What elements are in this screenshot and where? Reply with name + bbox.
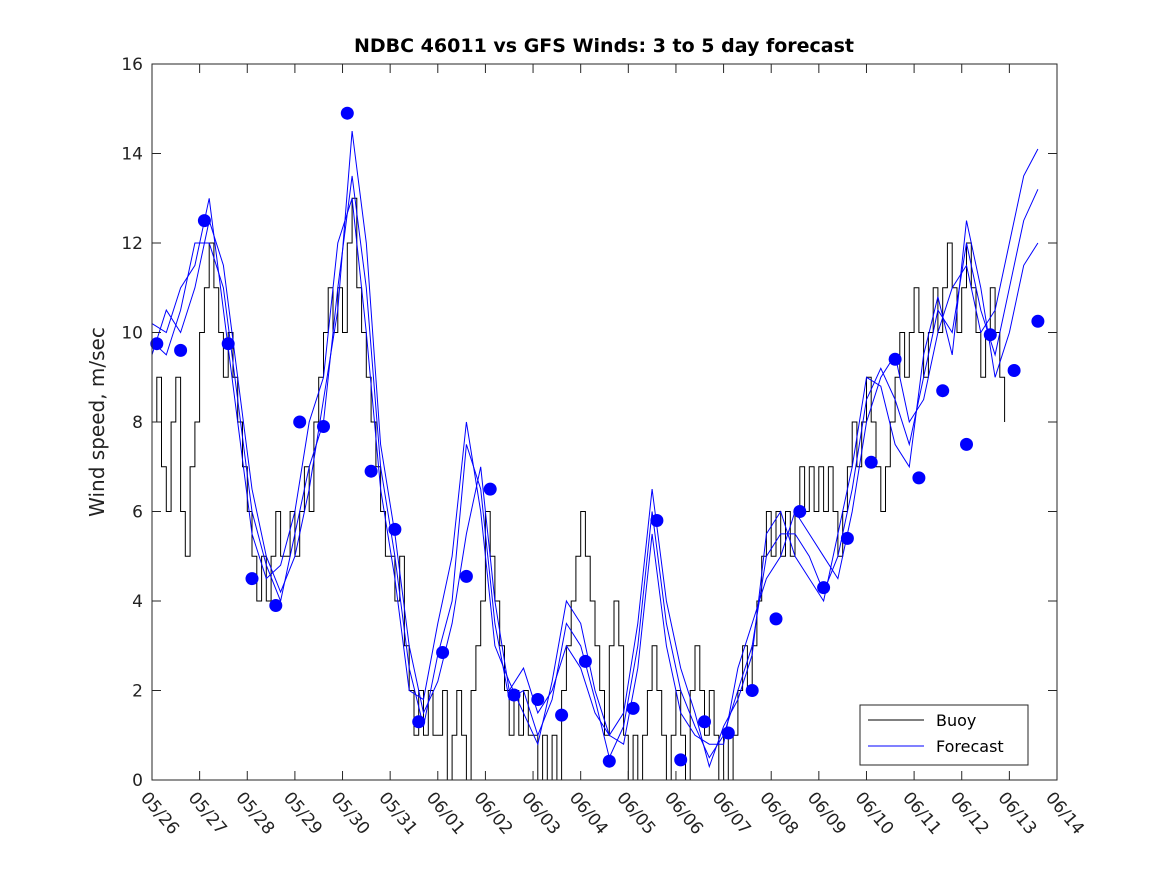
forecast-marker xyxy=(174,343,188,357)
forecast-marker xyxy=(912,471,926,485)
legend-forecast-label: Forecast xyxy=(936,737,1004,756)
forecast-marker xyxy=(936,384,950,398)
y-tick-label: 2 xyxy=(132,682,143,702)
legend: Buoy Forecast xyxy=(859,704,1029,766)
legend-buoy-label: Buoy xyxy=(936,711,976,730)
forecast-marker xyxy=(840,531,854,545)
y-tick-label: 14 xyxy=(121,145,143,165)
y-tick-label: 6 xyxy=(132,503,143,523)
forecast-marker xyxy=(960,437,973,451)
forecast-marker xyxy=(721,726,735,740)
forecast-marker xyxy=(269,599,283,612)
forecast-marker xyxy=(864,455,878,469)
forecast-marker xyxy=(531,693,545,706)
forecast-marker xyxy=(674,753,688,767)
forecast-marker xyxy=(817,581,831,595)
forecast-marker xyxy=(745,684,759,697)
forecast-marker xyxy=(436,646,450,659)
forecast-marker xyxy=(626,701,640,715)
y-axis-label: Wind speed, m/sec xyxy=(85,327,109,517)
series-layer xyxy=(151,131,1039,781)
marker-layer xyxy=(150,106,1045,768)
forecast-marker xyxy=(1007,364,1021,377)
forecast-marker xyxy=(245,572,259,586)
forecast-marker xyxy=(1031,314,1045,328)
forecast-marker xyxy=(983,328,997,342)
y-tick-label: 0 xyxy=(132,771,143,791)
forecast-marker xyxy=(221,337,235,351)
plot-area xyxy=(152,64,1057,780)
forecast-marker xyxy=(364,464,378,478)
forecast-marker xyxy=(197,214,211,228)
forecast-run-line-2 xyxy=(151,175,1039,760)
forecast-marker xyxy=(578,654,592,668)
forecast-marker xyxy=(698,715,711,729)
forecast-marker xyxy=(507,688,521,702)
forecast-marker xyxy=(888,352,902,366)
forecast-marker xyxy=(483,482,497,496)
forecast-marker xyxy=(293,415,307,429)
y-tick-label: 10 xyxy=(121,324,143,344)
forecast-marker xyxy=(459,569,473,583)
forecast-marker xyxy=(555,708,569,722)
chart-title: NDBC 46011 vs GFS Winds: 3 to 5 day fore… xyxy=(354,35,854,57)
forecast-marker xyxy=(150,337,164,351)
y-tick-label: 12 xyxy=(121,234,143,254)
forecast-marker xyxy=(602,754,616,768)
forecast-marker xyxy=(388,522,402,536)
forecast-run-line-3 xyxy=(151,198,1039,769)
y-tick-label: 8 xyxy=(132,413,143,433)
forecast-marker xyxy=(769,612,783,626)
forecast-marker xyxy=(340,106,354,120)
forecast-marker xyxy=(793,505,807,518)
y-ticks: 0 2 4 6 8 10 12 14 16 xyxy=(121,55,1057,791)
y-tick-label: 4 xyxy=(132,592,143,612)
y-tick-label: 16 xyxy=(121,55,143,75)
forecast-marker xyxy=(412,715,426,729)
legend-box xyxy=(859,704,1029,766)
forecast-marker xyxy=(650,514,664,527)
forecast-marker xyxy=(317,420,330,433)
